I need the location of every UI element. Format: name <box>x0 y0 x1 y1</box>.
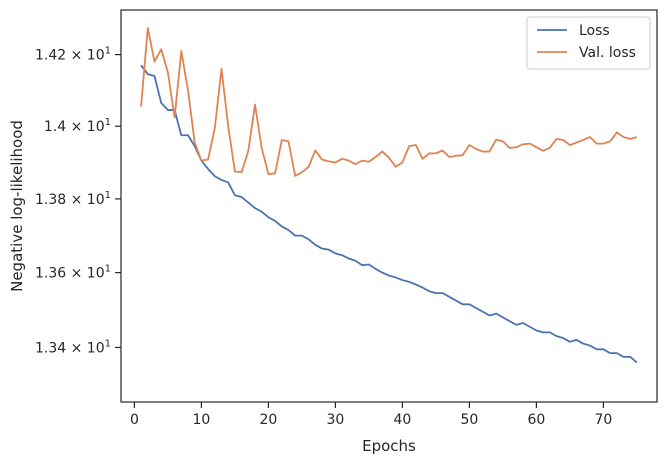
legend-label: Loss <box>579 23 610 39</box>
series-line-loss <box>140 64 638 364</box>
x-tick-label: 60 <box>527 412 545 428</box>
y-tick-label: 1.38 × 101 <box>35 190 111 208</box>
y-axis: 1.34 × 101 1.36 × 101 1.38 × 101 1.4 × 101 1… <box>35 46 121 356</box>
y-tick-label: 1.4 × 101 <box>44 117 111 135</box>
plot-area <box>120 9 658 403</box>
x-tick-label: 10 <box>192 412 210 428</box>
plot-frame <box>120 9 658 403</box>
y-tick-label: 1.36 × 101 <box>35 264 111 282</box>
x-axis-label: Epochs <box>362 437 416 455</box>
series-layer <box>140 27 638 364</box>
y-tick-label: 1.42 × 101 <box>35 46 111 64</box>
x-tick-label: 0 <box>130 412 139 428</box>
x-tick-label: 20 <box>259 412 277 428</box>
series-line-val-loss <box>140 27 638 177</box>
y-axis-label: Negative log-likelihood <box>8 120 26 292</box>
plot-background <box>121 10 657 402</box>
x-tick-label: 30 <box>326 412 344 428</box>
x-tick-label: 50 <box>460 412 478 428</box>
x-tick-label: 70 <box>594 412 612 428</box>
x-axis: 0 10 20 30 40 50 60 70 <box>130 402 612 428</box>
legend: Loss Val. loss <box>526 16 651 70</box>
x-tick-label: 40 <box>393 412 411 428</box>
legend-label: Val. loss <box>579 45 636 61</box>
y-tick-label: 1.34 × 101 <box>35 338 111 356</box>
